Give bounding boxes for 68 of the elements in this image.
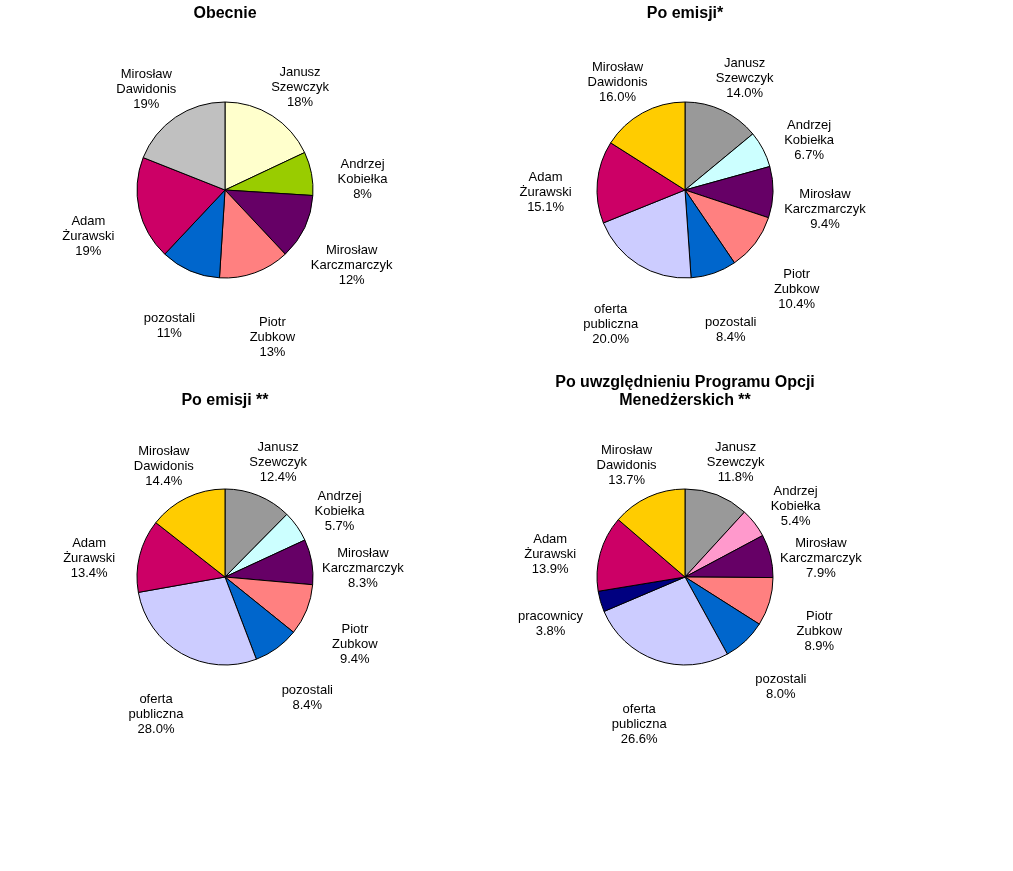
slice-label: Janusz Szewczyk (715, 55, 774, 86)
data-label: 26.6% (620, 731, 659, 747)
data-label: 13.4% (70, 565, 109, 581)
data-label: 6.7% (794, 147, 825, 163)
slice-label: Adam Żurawski (63, 535, 116, 566)
slice-label: Mirosław Karczmarczyk (780, 535, 863, 566)
slice-label: Mirosław Dawidonis (587, 59, 649, 90)
slice-label: pozostali (143, 310, 196, 326)
slice-label: pozostali (281, 682, 334, 698)
chart-title: Po emisji* (646, 4, 725, 21)
slice-label: Andrzej Kobiełka (337, 155, 389, 186)
data-label: 5.7% (324, 518, 355, 534)
data-label: 8.0% (766, 686, 797, 702)
data-label: 11.8% (717, 468, 755, 484)
data-label: 15.1% (527, 199, 565, 215)
data-label: 8.9% (804, 638, 835, 654)
slice-label: Andrzej Kobiełka (784, 117, 835, 148)
data-label: 14.0% (726, 85, 764, 101)
data-label: 8.3% (348, 574, 379, 590)
slice-label: pracownicy (518, 608, 584, 624)
data-label: 28.0% (137, 720, 175, 736)
slice-label: Mirosław Karczmarczyk (784, 185, 867, 216)
data-label: 9.4% (810, 215, 841, 231)
slice-label: Piotr Zubkow (332, 621, 379, 652)
slice-label: pozostali (755, 671, 807, 687)
data-label: 20.0% (592, 330, 630, 346)
chart-title: Obecnie (193, 4, 257, 21)
data-label: 12% (338, 271, 366, 287)
data-label: 9.4% (340, 651, 371, 667)
slice-label: Piotr Zubkow (249, 313, 296, 344)
slice-label: Andrzej Kobiełka (770, 483, 822, 514)
slice-label: Andrzej Kobiełka (314, 488, 366, 519)
data-label: 7.9% (806, 565, 837, 581)
data-label: 19% (75, 242, 102, 258)
data-label: 13.7% (608, 471, 646, 487)
data-label: 19% (133, 96, 160, 112)
slice-label: Adam Żurawski (62, 212, 115, 243)
chart-title: Po uwzględnieniu Programu Opcji Menedżerskich ** (555, 373, 815, 408)
data-label: 10.4% (778, 296, 816, 312)
slice-label: Mirosław Karczmarczyk (310, 241, 393, 272)
data-label: 13.9% (531, 561, 570, 577)
slice-label: Adam Żurawski (524, 531, 577, 562)
slice-label: Mirosław Dawidonis (596, 441, 658, 472)
slice-label: oferta publiczna (128, 690, 185, 721)
data-label: 8.4% (292, 697, 323, 713)
data-label: 5.4% (780, 513, 811, 529)
slice-label: Janusz Szewczyk (706, 438, 766, 469)
data-label: 13% (259, 343, 286, 359)
slice-label: Janusz Szewczyk (271, 63, 330, 94)
data-label: 8.4% (715, 329, 747, 345)
slice-label: Mirosław Dawidonis (116, 66, 177, 97)
data-label: 12.4% (259, 469, 298, 485)
data-label: 14.4% (145, 473, 183, 489)
slice-label: oferta publiczna (583, 300, 639, 331)
data-label: 16.0% (599, 89, 637, 105)
slice-label: Janusz Szewczyk (249, 439, 308, 470)
chart-title: Po emisji ** (181, 391, 270, 408)
slice-label: Adam Żurawski (519, 169, 572, 200)
slice-label: oferta publiczna (611, 701, 668, 732)
data-label: 11% (156, 325, 183, 341)
slice-label: Piotr Zubkow (773, 266, 821, 297)
slice-label: Mirosław Dawidonis (133, 443, 195, 474)
data-label: 8% (353, 185, 373, 201)
data-label: 18% (287, 93, 314, 109)
slice-label: Piotr Zubkow (796, 608, 843, 639)
slice-label: Mirosław Karczmarczyk (322, 544, 405, 575)
data-label: 3.8% (535, 623, 566, 639)
slice-label: pozostali (705, 314, 757, 330)
